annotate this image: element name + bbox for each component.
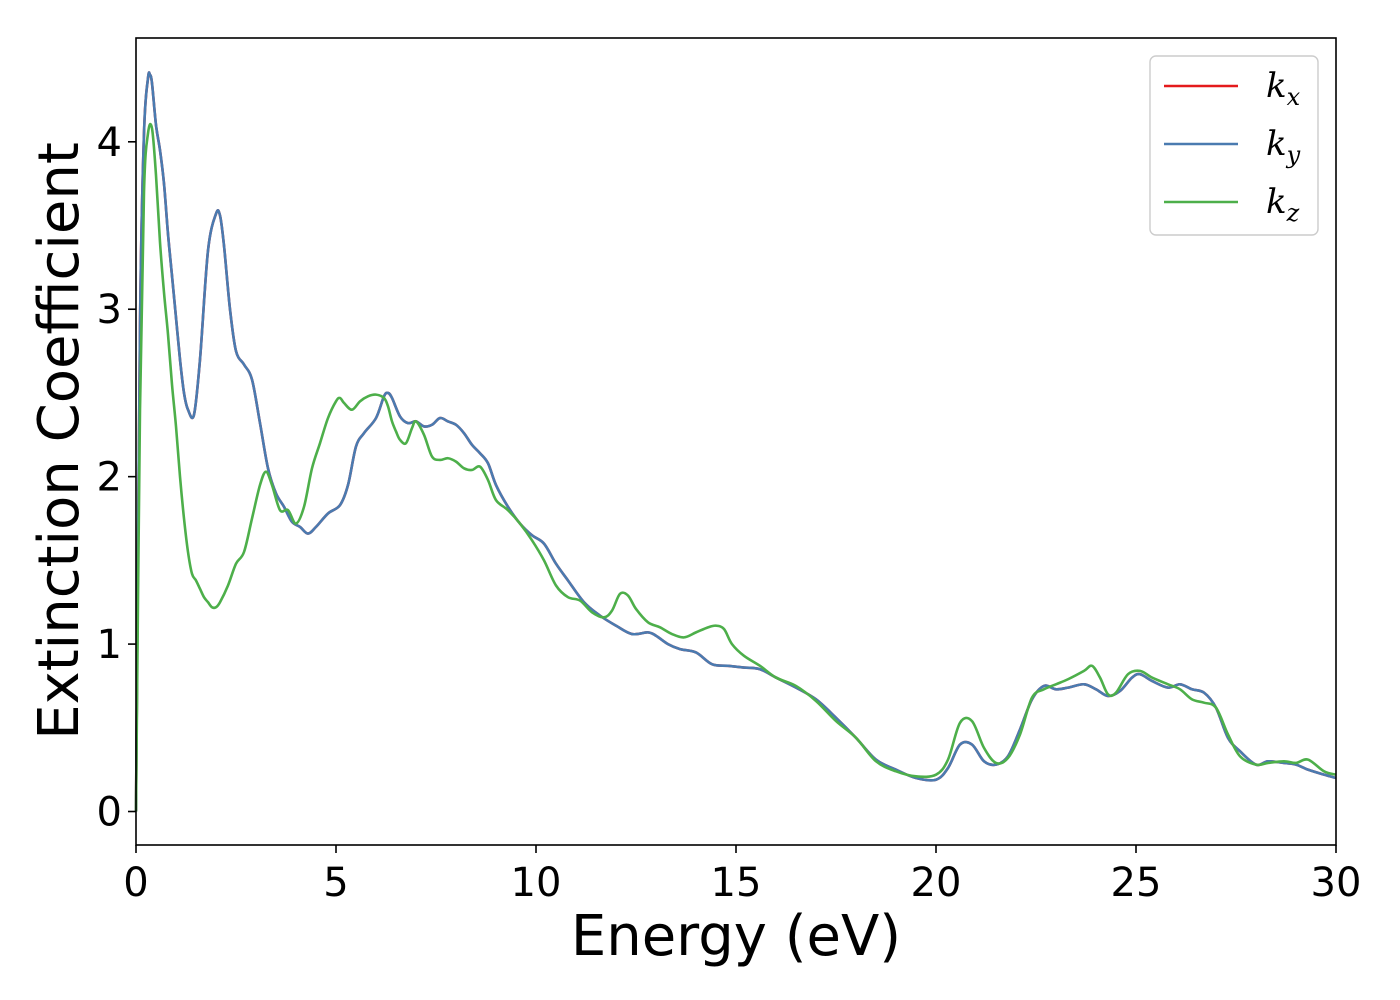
y-tick-label: 2 xyxy=(97,455,122,501)
y-tick-label: 0 xyxy=(97,790,122,836)
x-tick-label: 15 xyxy=(711,860,762,906)
x-axis: 0 5 10 15 20 25 30 xyxy=(123,845,1361,906)
legend-box xyxy=(1149,55,1319,236)
legend-label-x: kx xyxy=(1266,66,1301,111)
y-axis-title: Extinction Coefficient xyxy=(27,142,92,740)
series-line-z xyxy=(134,122,1337,812)
x-axis-title: Energy (eV) xyxy=(571,904,901,969)
x-tick-label: 10 xyxy=(511,860,562,906)
x-tick-label: 30 xyxy=(1311,860,1362,906)
x-tick-label: 0 xyxy=(123,860,148,906)
legend: kx ky kz xyxy=(1149,55,1319,236)
y-tick-label: 1 xyxy=(97,622,122,668)
x-tick-label: 20 xyxy=(911,860,962,906)
series-layer xyxy=(134,71,1337,812)
x-tick-label: 25 xyxy=(1111,860,1162,906)
y-axis: 0 1 2 3 4 xyxy=(97,120,136,836)
x-tick-label: 5 xyxy=(323,860,348,906)
legend-label-z: kz xyxy=(1266,182,1300,227)
y-tick-label: 4 xyxy=(97,120,122,166)
y-tick-label: 3 xyxy=(97,287,122,333)
legend-label-y: ky xyxy=(1266,124,1301,169)
